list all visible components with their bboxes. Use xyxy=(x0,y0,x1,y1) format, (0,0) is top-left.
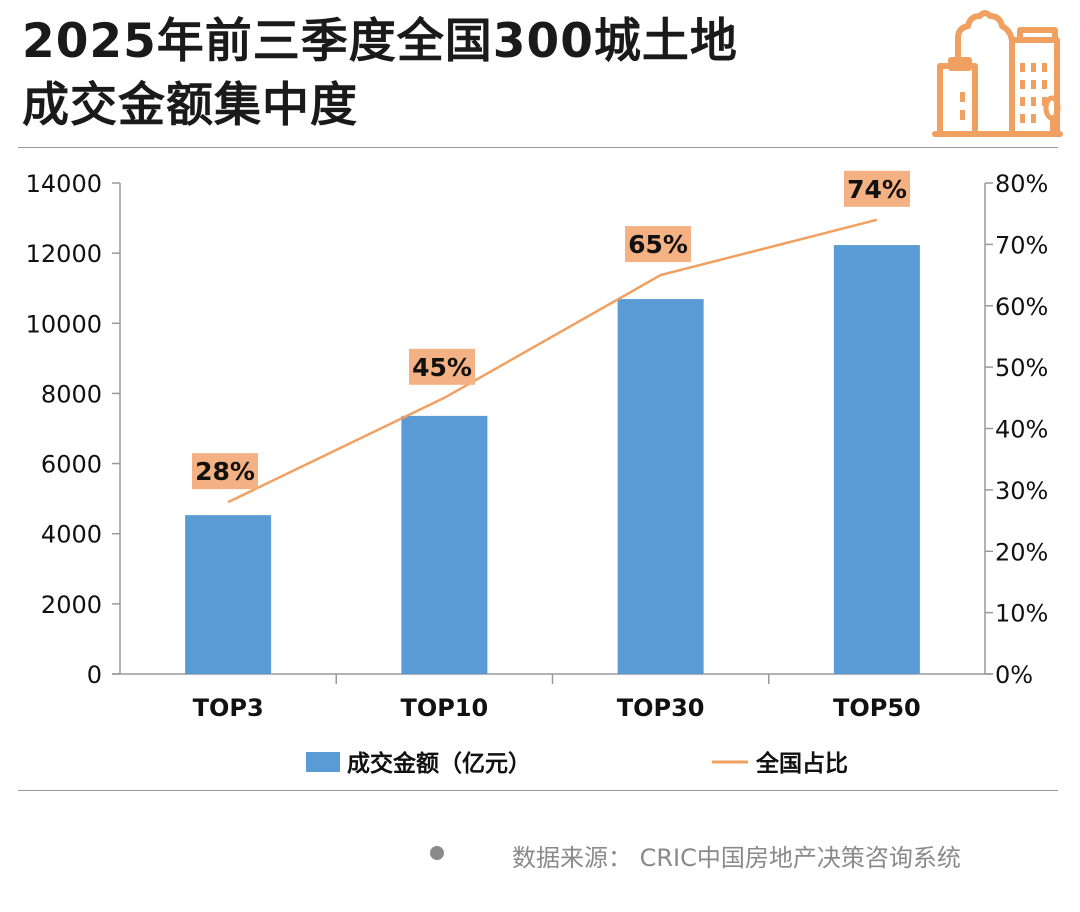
y-right-tick-label: 40% xyxy=(995,416,1048,444)
line-series xyxy=(227,218,878,504)
y-left-tick-label: 10000 xyxy=(26,310,102,338)
y-right-tick-label: 20% xyxy=(995,538,1048,566)
data-label: 45% xyxy=(412,353,472,382)
y-right-tick-label: 10% xyxy=(995,600,1048,628)
y-left-tick-label: 0 xyxy=(87,661,102,689)
bullet-dot xyxy=(430,846,444,860)
y-right-tick-label: 60% xyxy=(995,293,1048,321)
data-label-box xyxy=(192,453,258,490)
bottom-divider xyxy=(18,790,1058,791)
x-tick-label: TOP50 xyxy=(833,694,921,722)
data-label-box xyxy=(625,226,691,263)
y-right-tick-label: 30% xyxy=(995,477,1048,505)
top-divider xyxy=(18,147,1058,148)
data-label: 74% xyxy=(847,175,907,204)
x-tick-label: TOP3 xyxy=(193,694,264,722)
data-source: 数据来源： CRIC中国房地产决策咨询系统 xyxy=(512,844,961,872)
title-line-1: 2025年前三季度全国300城土地 xyxy=(22,14,738,69)
bar xyxy=(185,515,272,674)
legend-line-label: 全国占比 xyxy=(755,750,848,777)
bar xyxy=(833,245,920,675)
chart: 0 2000 4000 6000 8000 10000 12000 14000 0% 10% 20%… xyxy=(26,170,1049,777)
bar xyxy=(401,415,488,674)
y-left-tick-label: 14000 xyxy=(26,170,102,198)
y-left-tick-label: 12000 xyxy=(26,240,102,268)
data-label-box xyxy=(844,170,910,207)
data-label: 65% xyxy=(628,230,688,259)
legend-bar-swatch xyxy=(306,752,340,772)
data-label-box xyxy=(409,348,475,385)
x-tick-label: TOP30 xyxy=(617,694,705,722)
bar xyxy=(617,299,704,674)
y-left-tick-label: 4000 xyxy=(41,521,102,549)
y-left-tick-label: 2000 xyxy=(41,591,102,619)
y-right-tick-label: 0% xyxy=(995,661,1033,689)
y-right-tick-label: 50% xyxy=(995,354,1048,382)
y-left-tick-label: 6000 xyxy=(41,451,102,479)
x-tick-label: TOP10 xyxy=(400,694,488,722)
y-right-tick-label: 80% xyxy=(995,170,1048,198)
legend-bar-label: 成交金额（亿元） xyxy=(347,750,531,777)
data-label: 28% xyxy=(195,457,255,486)
y-left-tick-label: 8000 xyxy=(41,380,102,408)
y-right-tick-label: 70% xyxy=(995,231,1048,259)
footer: 数据来源： CRIC中国房地产决策咨询系统 xyxy=(0,836,1080,872)
title-line-2: 成交金额集中度 xyxy=(22,78,358,133)
chart-title: 2025年前三季度全国300城土地 成交金额集中度 xyxy=(22,10,738,138)
city-buildings-icon xyxy=(932,10,1063,137)
